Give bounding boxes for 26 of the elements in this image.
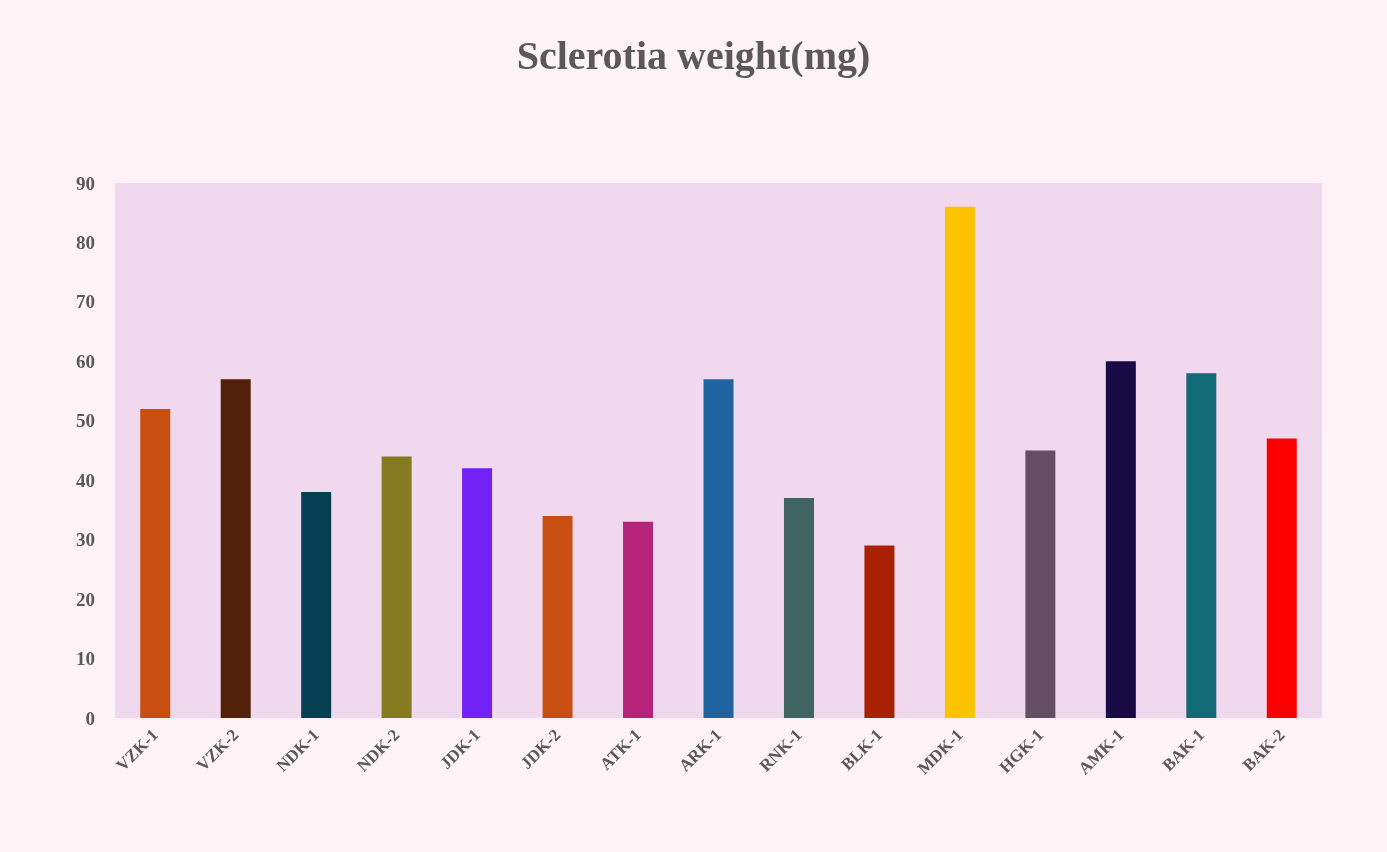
y-tick-label: 80	[76, 231, 95, 253]
bar	[623, 521, 654, 718]
y-tick-label: 70	[76, 291, 95, 313]
bar	[944, 206, 975, 718]
y-tick-label: 0	[85, 707, 95, 729]
bar	[1266, 438, 1297, 718]
bar	[783, 498, 814, 718]
y-tick-label: 40	[76, 469, 95, 491]
y-tick-label: 50	[76, 410, 95, 432]
bar	[542, 515, 573, 718]
y-tick-label: 90	[76, 172, 95, 194]
bar	[220, 379, 251, 718]
bar	[140, 408, 171, 718]
bar	[703, 379, 734, 718]
bar	[301, 492, 332, 718]
y-tick-label: 30	[76, 529, 95, 551]
y-tick-label: 20	[76, 588, 95, 610]
bar	[1025, 450, 1056, 718]
bar	[1105, 361, 1136, 718]
bar	[462, 468, 493, 718]
bar	[864, 545, 895, 718]
bar	[381, 456, 412, 718]
y-tick-label: 60	[76, 350, 95, 372]
chart-title: Sclerotia weight(mg)	[516, 32, 871, 78]
y-tick-label: 10	[76, 648, 95, 670]
bar	[1186, 373, 1217, 718]
